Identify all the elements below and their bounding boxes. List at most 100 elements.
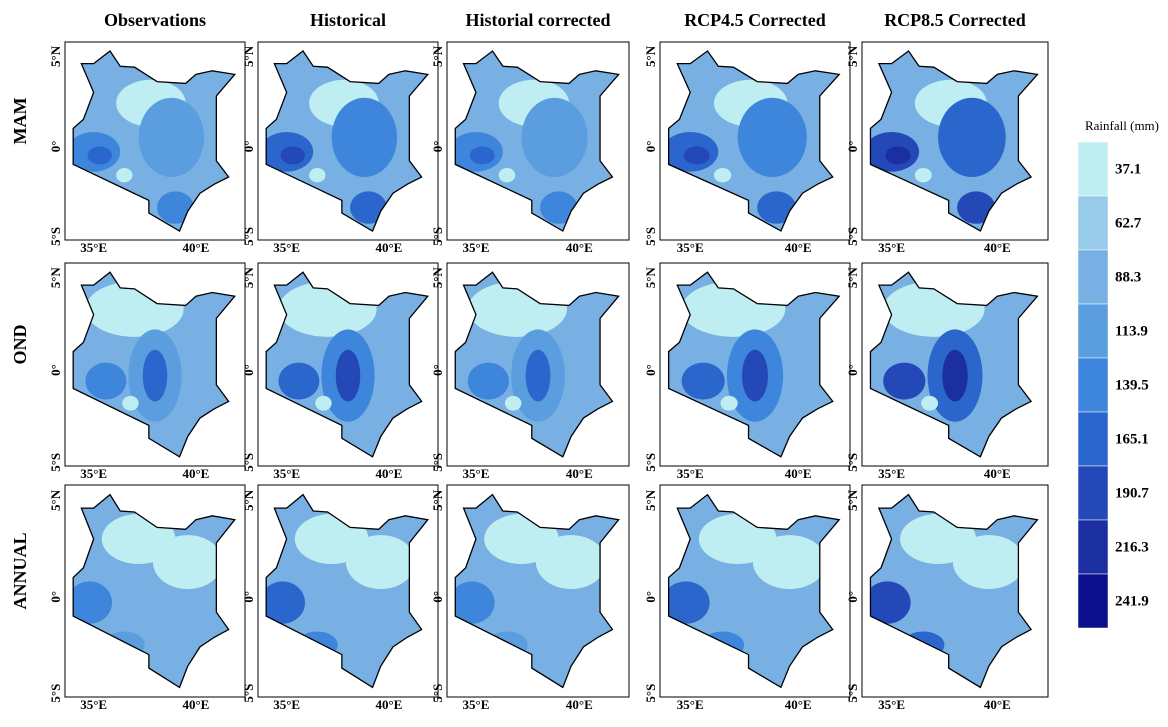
lon-label: 35°E	[80, 697, 107, 712]
lon-label: 40°E	[566, 697, 593, 712]
legend-swatch	[1078, 466, 1108, 520]
rainfall-zone	[885, 146, 910, 164]
rainfall-zone	[332, 98, 397, 177]
lat-label: 5°N	[241, 489, 256, 511]
lon-label: 35°E	[463, 466, 490, 481]
lon-label: 35°E	[273, 240, 300, 255]
rainfall-zone	[883, 363, 925, 400]
lat-label: 5°S	[241, 227, 256, 246]
lat-label: 5°S	[845, 684, 860, 703]
lon-label: 35°E	[677, 697, 704, 712]
lat-label: 5°S	[845, 453, 860, 472]
rainfall-zone	[85, 363, 126, 400]
rainfall-zone	[278, 363, 319, 400]
lon-label: 40°E	[785, 240, 812, 255]
lat-label: 0°	[845, 141, 860, 153]
lon-label: 35°E	[677, 466, 704, 481]
lat-label: 0°	[241, 141, 256, 153]
rainfall-zone	[753, 535, 826, 589]
lat-label: 5°S	[643, 227, 658, 246]
lat-label: 5°N	[241, 267, 256, 289]
legend-label: 113.9	[1115, 323, 1148, 339]
lon-label: 40°E	[984, 240, 1011, 255]
lat-label: 5°S	[845, 227, 860, 246]
lon-label: 40°E	[182, 240, 209, 255]
rainfall-zone	[921, 396, 938, 411]
legend-label: 139.5	[1115, 377, 1149, 393]
lon-label: 35°E	[273, 697, 300, 712]
lat-label: 0°	[845, 364, 860, 376]
lat-label: 0°	[430, 141, 445, 153]
lon-label: 40°E	[375, 697, 402, 712]
lon-label: 40°E	[566, 240, 593, 255]
lat-label: 5°N	[643, 267, 658, 289]
lat-label: 5°N	[430, 489, 445, 511]
lon-label: 40°E	[375, 240, 402, 255]
lon-label: 40°E	[984, 697, 1011, 712]
legend-swatch	[1078, 304, 1108, 358]
lat-label: 5°S	[48, 684, 63, 703]
rainfall-zone	[720, 396, 737, 411]
lat-label: 5°N	[48, 45, 63, 67]
lat-label: 0°	[48, 591, 63, 603]
legend-swatch	[1078, 250, 1108, 304]
rainfall-zone	[526, 350, 551, 402]
lat-label: 0°	[48, 364, 63, 376]
lon-label: 35°E	[80, 466, 107, 481]
lat-label: 5°S	[241, 684, 256, 703]
lon-label: 35°E	[463, 240, 490, 255]
rainfall-zone	[346, 535, 416, 589]
column-title: Historical	[310, 10, 386, 30]
legend-label: 165.1	[1115, 431, 1149, 447]
legend-swatch	[1078, 142, 1108, 196]
lat-label: 5°S	[241, 453, 256, 472]
column-title: RCP4.5 Corrected	[684, 10, 826, 30]
lat-label: 5°N	[48, 489, 63, 511]
lat-label: 5°N	[643, 45, 658, 67]
lon-label: 35°E	[463, 697, 490, 712]
legend-label: 216.3	[1115, 539, 1149, 555]
rainfall-zone	[915, 168, 932, 182]
lon-label: 40°E	[785, 466, 812, 481]
lon-label: 35°E	[677, 240, 704, 255]
lon-label: 40°E	[566, 466, 593, 481]
lat-label: 5°S	[430, 227, 445, 246]
lat-label: 0°	[48, 141, 63, 153]
legend-title: Rainfall (mm)	[1085, 118, 1159, 133]
figure: Rainfall (mm) MAM35°E40°E5°N0°5°SObserva…	[0, 0, 1168, 727]
lon-label: 40°E	[182, 697, 209, 712]
rainfall-zone	[116, 168, 132, 182]
lon-label: 40°E	[785, 697, 812, 712]
lat-label: 5°S	[643, 684, 658, 703]
lat-label: 5°N	[430, 267, 445, 289]
lat-label: 0°	[845, 591, 860, 603]
legend-label: 88.3	[1115, 269, 1141, 285]
rainfall-zone	[684, 146, 710, 164]
rainfall-zone	[505, 396, 522, 411]
rainfall-zone	[738, 98, 807, 177]
rainfall-zone	[942, 350, 967, 402]
rainfall-zone	[153, 535, 223, 589]
row-label: OND	[10, 325, 30, 365]
lat-label: 5°N	[430, 45, 445, 67]
row-label: ANNUAL	[10, 532, 30, 609]
rainfall-zone	[122, 396, 138, 411]
lat-label: 5°N	[48, 267, 63, 289]
legend-label: 190.7	[1115, 485, 1149, 501]
rainfall-zone	[536, 535, 606, 589]
lat-label: 5°N	[241, 45, 256, 67]
legend-label: 62.7	[1115, 215, 1142, 231]
rainfall-zone	[682, 363, 725, 400]
rainfall-zone	[953, 535, 1025, 589]
lat-label: 5°S	[430, 684, 445, 703]
lat-label: 0°	[241, 364, 256, 376]
lon-label: 35°E	[80, 240, 107, 255]
lat-label: 0°	[241, 591, 256, 603]
rainfall-zone	[315, 396, 331, 411]
rainfall-zone	[742, 350, 768, 402]
rainfall-zone	[521, 98, 587, 177]
lon-label: 35°E	[273, 466, 300, 481]
lon-label: 35°E	[878, 466, 905, 481]
lat-label: 5°S	[48, 453, 63, 472]
rainfall-zone	[281, 146, 306, 164]
